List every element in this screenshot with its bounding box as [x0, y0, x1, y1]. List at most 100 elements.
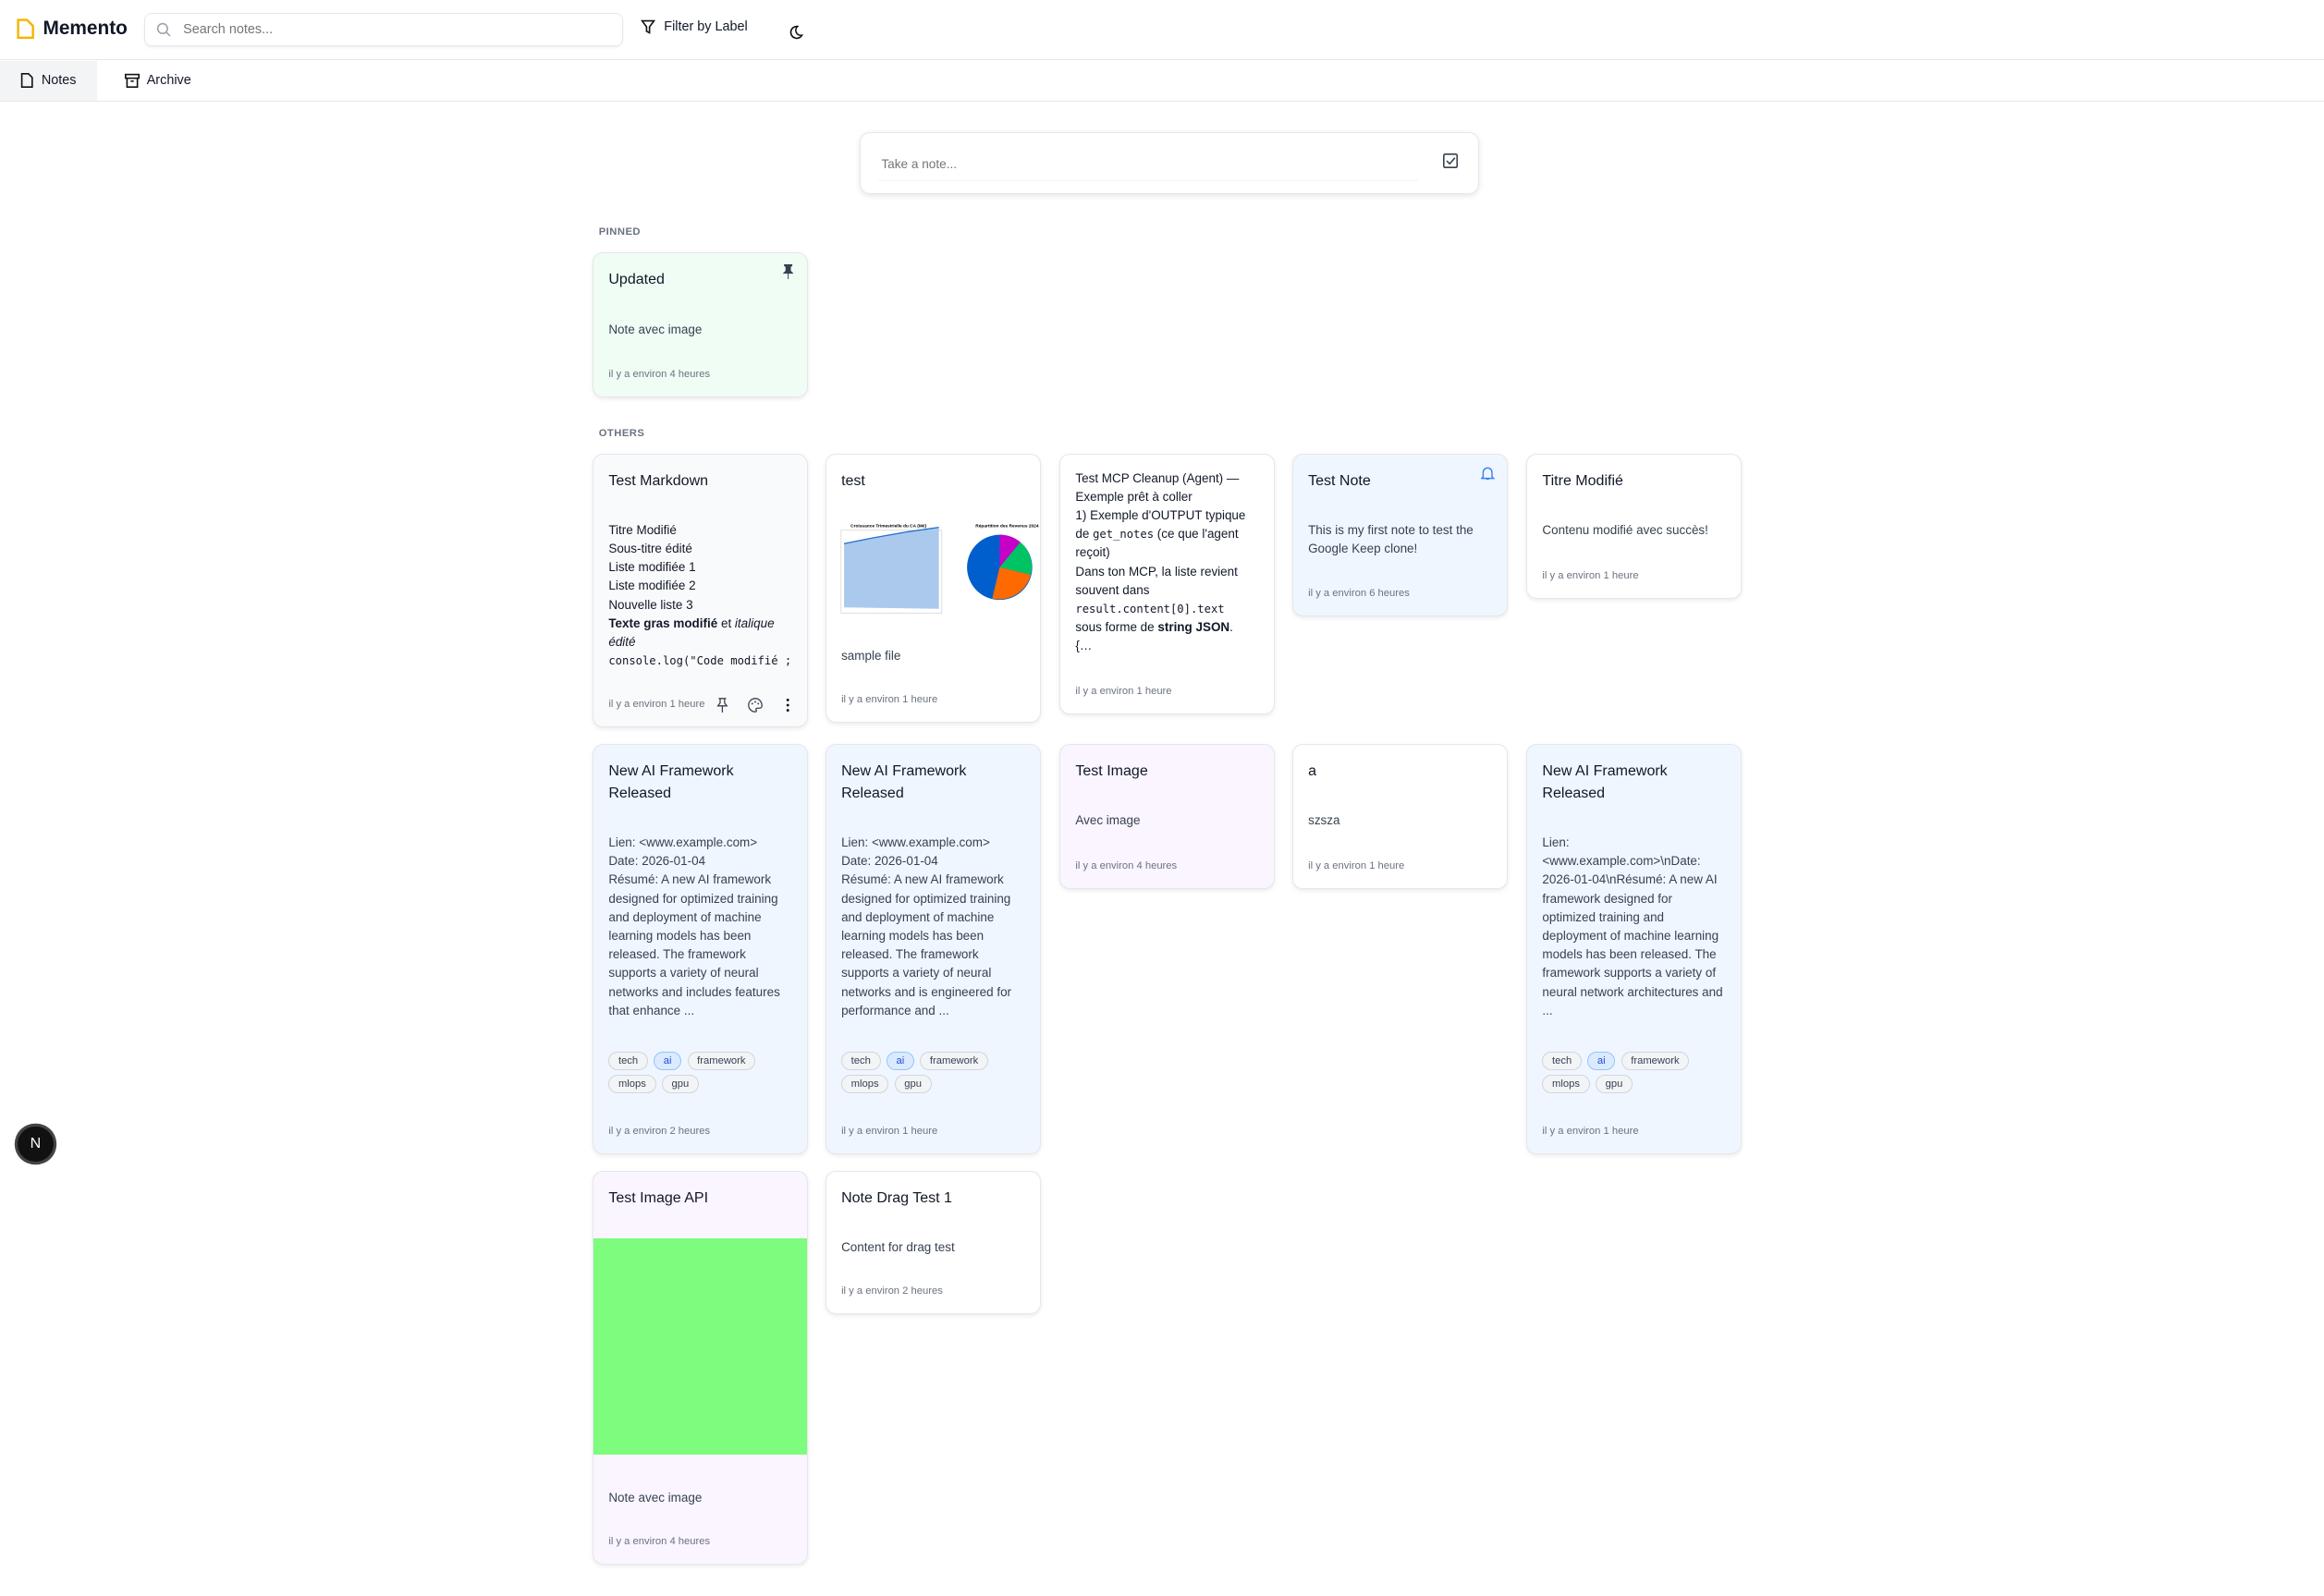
tag-list: tech ai framework mlops gpu — [608, 1051, 798, 1094]
note-image — [593, 1237, 807, 1455]
note-icon — [17, 18, 34, 40]
note-title: test — [841, 471, 865, 489]
note-composer[interactable] — [859, 131, 1480, 195]
tag-chip[interactable]: ai — [886, 1051, 914, 1071]
note-body: This is my first note to test the Google… — [1308, 522, 1474, 555]
line: Liste modifiée 2 — [608, 579, 696, 593]
floating-n-button[interactable]: N — [18, 1126, 54, 1162]
note-title: Updated — [608, 270, 665, 287]
note-body: Lien: <www.example.com>\nDate: 2026-01-0… — [1542, 835, 1723, 1017]
note-card[interactable]: Note Drag Test 1 Content for drag test i… — [826, 1170, 1041, 1315]
filter-icon — [640, 19, 655, 34]
tab-label: Notes — [41, 73, 77, 89]
note-body: Lien: <www.example.com> Date: 2026-01-04… — [841, 835, 1012, 1017]
tag-chip[interactable]: ai — [654, 1051, 682, 1071]
checkbox-list-icon[interactable] — [1443, 153, 1459, 169]
note-timestamp: il y a environ 4 heures — [608, 1536, 711, 1547]
bold-text: string JSON — [1157, 620, 1230, 635]
note-timestamp: il y a environ 4 heures — [1075, 859, 1178, 871]
app-logo[interactable]: Memento — [17, 18, 128, 40]
note-body: sample file — [841, 649, 901, 664]
note-body: Content for drag test — [841, 1239, 955, 1254]
note-card[interactable]: Test Markdown Titre Modifié Sous-titre é… — [593, 453, 808, 728]
note-title: Test Image — [1075, 761, 1148, 779]
note-body: szsza — [1308, 812, 1340, 827]
note-timestamp: il y a environ 2 heures — [608, 1125, 711, 1137]
others-heading: OTHERS — [598, 428, 645, 440]
tab-archive[interactable]: Archive — [104, 61, 212, 101]
note-timestamp: il y a environ 1 heure — [1075, 685, 1172, 697]
line: {… — [1075, 639, 1093, 653]
pinned-heading: PINNED — [598, 226, 641, 238]
tag-chip[interactable]: framework — [920, 1051, 988, 1071]
note-timestamp: il y a environ 4 heures — [608, 368, 711, 380]
tab-bar: Notes Archive — [0, 60, 2324, 103]
note-card[interactable]: New AI Framework Released Lien: <www.exa… — [593, 743, 808, 1154]
tag-chip[interactable]: tech — [841, 1051, 881, 1071]
top-bar: Memento Filter by Label — [0, 0, 2324, 61]
note-card[interactable]: Updated Note avec image il y a environ 4… — [593, 251, 808, 397]
note-timestamp: il y a environ 1 heure — [841, 694, 938, 706]
note-body: Lien: <www.example.com> Date: 2026-01-04… — [608, 835, 780, 1017]
note-title: Test Markdown — [608, 471, 709, 489]
search-box[interactable] — [143, 13, 623, 47]
search-input[interactable] — [179, 20, 602, 39]
note-title: New AI Framework Released — [1542, 761, 1668, 801]
take-note-input[interactable] — [878, 147, 1418, 181]
search-icon — [157, 23, 171, 37]
note-timestamp: il y a environ 6 heures — [1308, 587, 1410, 599]
file-icon — [21, 73, 34, 89]
bell-reminder-icon[interactable] — [1481, 466, 1495, 481]
note-card[interactable]: test Croissance Trimestrielle du CA (M€)… — [826, 453, 1041, 724]
tag-chip[interactable]: framework — [687, 1051, 756, 1071]
note-title: a — [1308, 761, 1317, 779]
note-card[interactable]: New AI Framework Released Lien: <www.exa… — [1526, 743, 1742, 1154]
tag-chip[interactable]: gpu — [894, 1074, 932, 1094]
line: Titre Modifié — [608, 522, 677, 537]
tag-chip[interactable]: gpu — [1595, 1074, 1633, 1094]
moon-icon — [789, 25, 803, 39]
note-timestamp: il y a environ 1 heure — [1542, 1125, 1639, 1137]
tag-chip[interactable]: gpu — [661, 1074, 699, 1094]
pin-icon[interactable] — [783, 264, 794, 280]
note-title: New AI Framework Released — [841, 761, 967, 801]
note-card[interactable]: Test Image API Note avec image il y a en… — [593, 1170, 808, 1566]
text: (ce que l'agent reçoit) — [1075, 527, 1239, 560]
note-title: Titre Modifié — [1542, 471, 1623, 489]
note-card[interactable]: Titre Modifié Contenu modifié avec succè… — [1526, 453, 1742, 599]
note-card[interactable]: Test Note This is my first note to test … — [1292, 453, 1508, 616]
note-timestamp: il y a environ 1 heure — [1308, 859, 1405, 871]
more-options-icon[interactable] — [785, 698, 790, 713]
note-timestamp: il y a environ 1 heure — [1542, 569, 1639, 581]
archive-icon — [124, 74, 140, 89]
note-card[interactable]: Test Image Avec image il y a environ 4 h… — [1059, 743, 1275, 889]
code-text: result.content[0].text — [1075, 603, 1225, 616]
tag-chip[interactable]: mlops — [841, 1074, 889, 1094]
tab-notes[interactable]: Notes — [0, 60, 97, 102]
text: et — [717, 615, 735, 630]
note-card[interactable]: New AI Framework Released Lien: <www.exa… — [826, 743, 1041, 1154]
bold-text: Texte gras modifié — [608, 615, 718, 630]
tag-chip[interactable]: mlops — [608, 1074, 656, 1094]
text: sous forme de — [1075, 620, 1158, 635]
note-card[interactable]: a szsza il y a environ 1 heure — [1292, 743, 1508, 889]
note-title: Test Image API — [608, 1188, 709, 1206]
note-card[interactable]: Test MCP Cleanup (Agent) — Exemple prêt … — [1059, 453, 1275, 714]
tab-label: Archive — [146, 73, 191, 89]
tag-list: tech ai framework mlops gpu — [1542, 1051, 1731, 1094]
line: Test MCP Cleanup (Agent) — Exemple prêt … — [1075, 470, 1240, 504]
tag-chip[interactable]: tech — [608, 1051, 648, 1071]
note-body: Test MCP Cleanup (Agent) — Exemple prêt … — [1075, 469, 1262, 656]
note-title: New AI Framework Released — [608, 761, 734, 801]
tag-chip[interactable]: ai — [1587, 1051, 1616, 1071]
note-body: Note avec image — [608, 323, 703, 337]
tag-chip[interactable]: mlops — [1542, 1074, 1590, 1094]
filter-label: Filter by Label — [664, 18, 748, 34]
palette-icon[interactable] — [748, 697, 763, 713]
tag-chip[interactable]: tech — [1542, 1051, 1582, 1071]
pin-icon[interactable] — [716, 697, 728, 713]
tag-chip[interactable]: framework — [1621, 1051, 1690, 1071]
filter-by-label-button[interactable]: Filter by Label — [640, 18, 748, 34]
theme-toggle-button[interactable] — [789, 19, 803, 46]
note-body: Note avec image — [608, 1490, 703, 1505]
